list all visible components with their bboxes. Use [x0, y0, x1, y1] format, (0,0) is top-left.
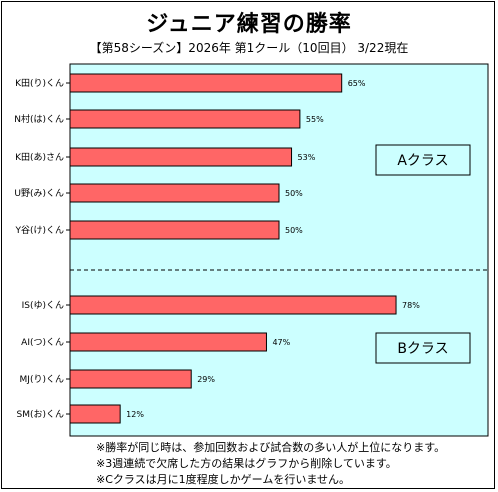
category-label: K田(あ)さん [15, 152, 64, 163]
bar [69, 332, 267, 352]
value-label: 50% [285, 226, 303, 235]
value-label: 12% [126, 410, 144, 419]
value-label: 55% [306, 115, 324, 124]
value-label: 78% [402, 301, 420, 310]
category-label: IS(ゆ)くん [22, 300, 64, 311]
bar [69, 295, 397, 315]
bar [69, 147, 293, 167]
category-label: N村(は)くん [14, 113, 64, 125]
class-label-box [375, 144, 471, 176]
class-label-box [375, 332, 471, 364]
class-label: Aクラス [397, 153, 448, 169]
bar [69, 73, 343, 93]
category-label: U野(み)くん [14, 188, 64, 199]
bar [69, 369, 192, 389]
bar [69, 109, 301, 129]
chart-subtitle: 【第58シーズン】2026年 第1クール（10回目） 3/22現在 [89, 41, 409, 55]
category-label: SM(お)くん [16, 409, 64, 420]
value-label: 47% [272, 338, 290, 347]
category-label: K田(り)くん [15, 78, 64, 89]
value-label: 50% [285, 189, 303, 198]
category-label: AI(つ)くん [21, 337, 64, 348]
category-label: MJ(り)くん [20, 374, 64, 385]
category-label: Y谷(け)くん [14, 225, 64, 236]
note-line: ※3週連続で欠席した方の結果はグラフから削除しています。 [96, 457, 397, 470]
class-label: Bクラス [397, 341, 448, 357]
notes: ※勝率が同じ時は、参加回数および試合数の多い人が上位になります。 ※3週連続で欠… [96, 440, 445, 488]
bar [69, 183, 280, 203]
note-line: ※勝率が同じ時は、参加回数および試合数の多い人が上位になります。 [96, 441, 446, 454]
note-line: ※Cクラスは月に1度程度しかゲームを行いません。 [96, 473, 351, 486]
bar [69, 404, 121, 424]
value-label: 65% [348, 79, 366, 88]
value-label: 53% [298, 153, 316, 162]
value-label: 29% [197, 375, 215, 384]
chart-title: ジュニア練習の勝率 [146, 12, 352, 37]
bar [69, 220, 280, 240]
